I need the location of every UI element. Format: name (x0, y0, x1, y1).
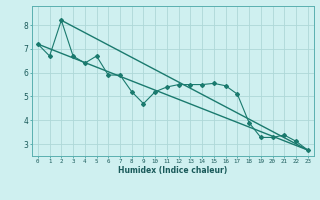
X-axis label: Humidex (Indice chaleur): Humidex (Indice chaleur) (118, 166, 228, 175)
